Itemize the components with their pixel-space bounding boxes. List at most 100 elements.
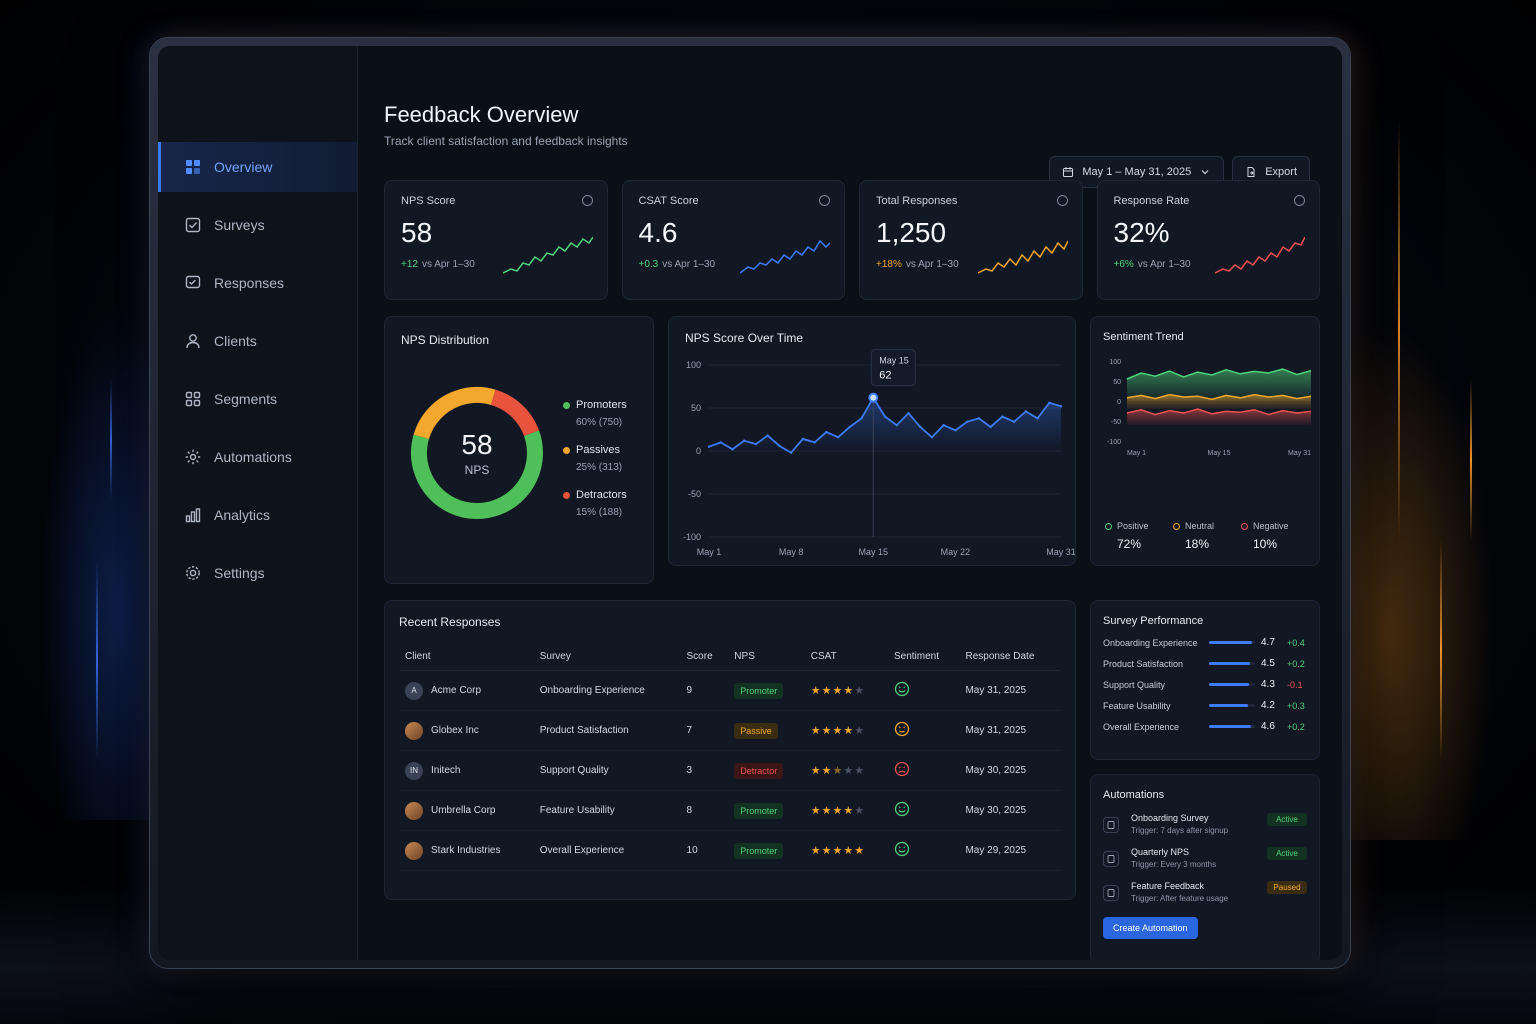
nps-cell: Promoter [728, 790, 805, 831]
sidebar-item-clients[interactable]: Clients [158, 316, 357, 366]
monitor-frame: Overview Surveys Responses Clients [150, 38, 1350, 968]
response-date: May 31, 2025 [959, 710, 1061, 751]
nps-data-point[interactable] [789, 451, 793, 454]
automation-item[interactable]: Quarterly NPS Trigger: Every 3 months Acti… [1103, 847, 1307, 869]
donut-slice-promoters[interactable] [407, 383, 547, 523]
sidebar-item-analytics[interactable]: Analytics [158, 490, 357, 540]
kpi-compare: vs Apr 1–30 [905, 259, 959, 270]
automation-item[interactable]: Feature Feedback Trigger: After feature u… [1103, 881, 1307, 903]
kpi-value: 4.6 [638, 217, 678, 248]
client-name[interactable]: Initech [431, 765, 461, 776]
nps-data-point[interactable] [1001, 415, 1004, 418]
date-range-label: May 1 – May 31, 2025 [1082, 166, 1192, 178]
sentiment-value: 72% [1117, 537, 1142, 551]
automation-item[interactable]: Onboarding Survey Trigger: 7 days after s… [1103, 813, 1307, 835]
nps-data-point[interactable] [766, 434, 769, 437]
tooltip-box [870, 349, 916, 387]
nps-data-point[interactable] [1048, 401, 1051, 405]
column-header[interactable]: Response Date [959, 643, 1061, 671]
donut-value: 58 [461, 429, 493, 460]
nps-data-point[interactable] [883, 415, 887, 418]
nps-data-point[interactable] [813, 441, 816, 444]
nps-data-point[interactable] [1012, 420, 1016, 423]
legend-label: Detractors [576, 489, 627, 501]
star-icon: ★ [843, 845, 855, 857]
sparkline [977, 240, 1068, 274]
performance-bar-fill [1209, 662, 1251, 665]
column-header[interactable]: CSAT [804, 643, 888, 671]
client-name[interactable]: Stark Industries [431, 845, 501, 856]
nps-data-point[interactable] [836, 436, 840, 439]
donut-slice-passives[interactable] [407, 383, 547, 523]
nps-data-point[interactable] [907, 411, 910, 415]
kpi-label: Total Responses [876, 195, 958, 207]
donut-center: 58 NPS [407, 383, 547, 523]
tooltip-marker[interactable] [868, 392, 879, 403]
column-header[interactable]: NPS [728, 643, 805, 671]
sidebar-item-settings[interactable]: Settings [158, 548, 357, 598]
nps-data-point[interactable] [954, 429, 957, 432]
nps-data-point[interactable] [860, 417, 863, 420]
refresh-icon[interactable] [1294, 195, 1305, 206]
nps-badge: Promoter [734, 682, 784, 699]
star-icon: ★ [843, 725, 855, 737]
nps-data-point[interactable] [989, 425, 992, 429]
nps-legend: Promoters 60% (750) Passives 25% (313) D… [563, 399, 627, 534]
nps-data-point[interactable] [801, 437, 805, 441]
nps-data-point[interactable] [707, 445, 711, 448]
table-row[interactable]: Stark Industries Overall Experience 10 Prom… [399, 830, 1061, 871]
create-automation-button[interactable]: Create Automation [1103, 917, 1198, 939]
legend-label: Promoters [576, 399, 627, 411]
nps-data-point[interactable] [743, 439, 746, 442]
nps-data-point[interactable] [754, 442, 758, 446]
column-header[interactable]: Survey [533, 643, 681, 671]
info-icon[interactable] [1056, 195, 1068, 206]
automation-trigger: Trigger: Every 3 months [1131, 860, 1217, 869]
nps-data-point[interactable] [825, 430, 828, 434]
sidebar-item-segments[interactable]: Segments [158, 374, 357, 424]
nps-data-point[interactable] [942, 424, 945, 427]
panel-title: NPS Score Over Time [685, 331, 804, 345]
chevron-down-icon [1201, 170, 1209, 175]
sidebar-item-label: Surveys [214, 217, 265, 233]
info-icon[interactable] [819, 195, 830, 206]
sidebar-item-automations[interactable]: Automations [158, 432, 357, 482]
sidebar-item-surveys[interactable]: Surveys [158, 200, 357, 250]
sentiment-line-negative[interactable] [1126, 408, 1312, 416]
nps-data-point[interactable] [1036, 417, 1039, 420]
nps-data-point[interactable] [1059, 405, 1063, 408]
client-name[interactable]: Umbrella Corp [431, 805, 496, 816]
nps-data-point[interactable] [719, 441, 722, 444]
star-icon: ★ [810, 725, 822, 737]
legend-value: 60% (750) [576, 417, 623, 428]
table-row[interactable]: Umbrella Corp Feature Usability 8 Promoter ★… [399, 790, 1061, 831]
nps-data-point[interactable] [977, 417, 981, 420]
column-header[interactable]: Client [399, 643, 534, 671]
nps-data-point[interactable] [930, 436, 934, 439]
main-content: Feedback Overview Track client satisfact… [358, 46, 1342, 960]
client-name[interactable]: Globex Inc [431, 725, 479, 736]
nps-data-point[interactable] [895, 424, 898, 427]
sidebar-item-overview[interactable]: Overview [158, 142, 357, 192]
nps-data-point[interactable] [965, 420, 969, 423]
table-row[interactable]: A Acme Corp Onboarding Experience 9 Promoter… [399, 670, 1061, 711]
table-row[interactable]: IN Initech Support Quality 3 Detractor ★★★★★ M… [399, 750, 1061, 791]
column-header[interactable]: Score [680, 643, 729, 671]
sentiment-legend: Positive 72% Neutral 18% Negative 10% [1105, 521, 1309, 551]
sentiment-line-neutral[interactable] [1126, 393, 1312, 401]
sidebar-item-responses[interactable]: Responses [158, 258, 357, 308]
refresh-icon[interactable] [581, 195, 593, 206]
nps-data-point[interactable] [1024, 410, 1027, 413]
nps-data-point[interactable] [848, 425, 851, 429]
sentiment-line-positive[interactable] [1126, 368, 1312, 380]
table-row[interactable]: Globex Inc Product Satisfaction 7 Passive ★★… [399, 710, 1061, 751]
automation-name: Feature Feedback [1131, 881, 1205, 891]
sidebar-item-label: Segments [214, 391, 278, 407]
nps-data-point[interactable] [778, 444, 781, 448]
column-header[interactable]: Sentiment [887, 643, 960, 671]
star-rating: ★★★★★ [811, 725, 865, 737]
client-name[interactable]: Acme Corp [431, 685, 482, 696]
x-tick-label: May 31 [1288, 450, 1311, 457]
nps-data-point[interactable] [919, 425, 922, 429]
nps-data-point[interactable] [731, 448, 734, 451]
